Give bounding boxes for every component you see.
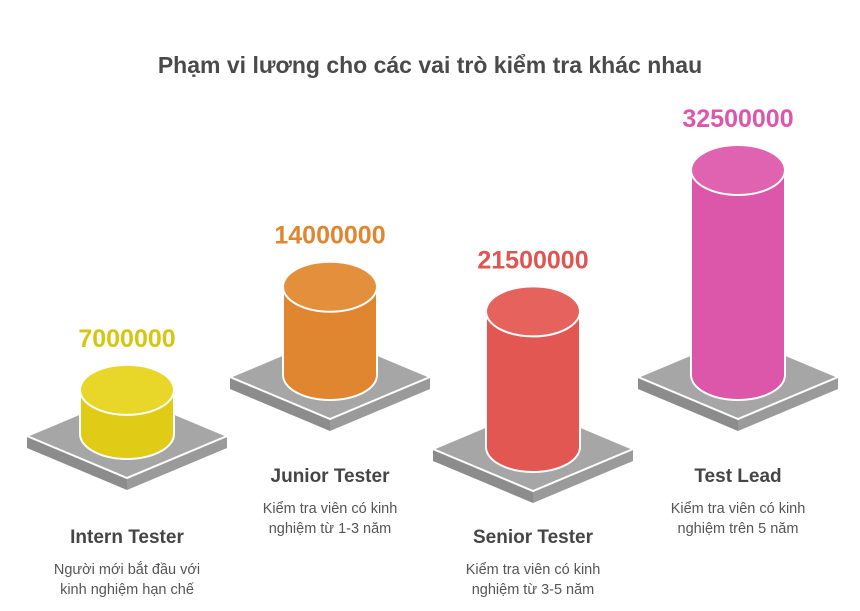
description-line: Kiểm tra viên có kinh <box>670 501 806 517</box>
description-intern-tester: Người mới bắt đầu với kinh nghiệm hạn chế <box>17 560 237 600</box>
platform-senior-tester <box>430 405 636 503</box>
category-label-senior-tester: Senior Tester <box>472 527 594 548</box>
value-label-junior-tester: 14000000 <box>274 222 385 250</box>
description-line: Kiểm tra viên có kinh <box>262 501 398 517</box>
description-junior-tester: Kiểm tra viên có kinh nghiệm từ 1-3 năm <box>220 499 440 539</box>
description-senior-tester: Kiểm tra viên có kinh nghiệm từ 3-5 năm <box>423 560 643 600</box>
value-label-test-lead: 32500000 <box>682 105 793 133</box>
platform-junior-tester <box>227 333 433 431</box>
category-label-intern-tester: Intern Tester <box>70 527 184 548</box>
bar-intern-tester <box>79 363 175 460</box>
bar-junior-tester <box>282 260 378 401</box>
category-label-test-lead: Test Lead <box>694 466 782 487</box>
description-line: nghiệm từ 1-3 năm <box>268 521 392 537</box>
description-line: nghiệm từ 3-5 năm <box>471 582 595 598</box>
description-line: nghiệm trên 5 năm <box>677 521 799 537</box>
description-line: Người mới bắt đầu với <box>53 562 201 578</box>
description-line: kinh nghiệm hạn chế <box>60 582 194 598</box>
value-label-intern-tester: 7000000 <box>78 325 175 353</box>
category-label-junior-tester: Junior Tester <box>270 466 390 487</box>
description-line: Kiểm tra viên có kinh <box>465 562 601 578</box>
chart-title: Phạm vi lương cho các vai trò kiểm tra k… <box>157 52 703 78</box>
description-test-lead: Kiểm tra viên có kinh nghiệm trên 5 năm <box>628 499 848 539</box>
value-label-senior-tester: 21500000 <box>477 246 588 274</box>
bar-senior-tester <box>485 285 581 473</box>
bar-test-lead <box>690 144 786 401</box>
